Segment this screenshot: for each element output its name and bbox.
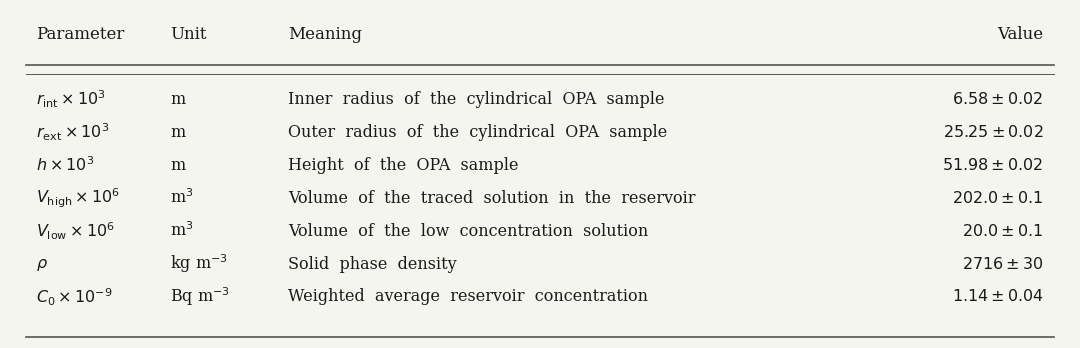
Text: $r_{\mathrm{int}} \times 10^{3}$: $r_{\mathrm{int}} \times 10^{3}$ [37,89,106,110]
Text: Solid  phase  density: Solid phase density [288,255,457,272]
Text: $2716 \pm 30$: $2716 \pm 30$ [962,255,1043,272]
Text: Inner  radius  of  the  cylindrical  OPA  sample: Inner radius of the cylindrical OPA samp… [288,91,664,108]
Text: Outer  radius  of  the  cylindrical  OPA  sample: Outer radius of the cylindrical OPA samp… [288,124,667,141]
Text: kg m$^{-3}$: kg m$^{-3}$ [171,253,228,275]
Text: Parameter: Parameter [37,26,124,43]
Text: m: m [171,91,186,108]
Text: m$^{3}$: m$^{3}$ [171,222,193,240]
Text: $6.58 \pm 0.02$: $6.58 \pm 0.02$ [953,91,1043,108]
Text: Value: Value [998,26,1043,43]
Text: $51.98 \pm 0.02$: $51.98 \pm 0.02$ [942,157,1043,174]
Text: $25.25 \pm 0.02$: $25.25 \pm 0.02$ [943,124,1043,141]
Text: m$^{3}$: m$^{3}$ [171,189,193,207]
Text: Volume  of  the  low  concentration  solution: Volume of the low concentration solution [288,223,648,239]
Text: $\rho$: $\rho$ [37,255,49,272]
Text: $1.14 \pm 0.04$: $1.14 \pm 0.04$ [951,288,1043,306]
Text: $V_{\mathrm{low}} \times 10^{6}$: $V_{\mathrm{low}} \times 10^{6}$ [37,220,116,242]
Text: m: m [171,157,186,174]
Text: $C_{0} \times 10^{-9}$: $C_{0} \times 10^{-9}$ [37,286,113,308]
Text: Height  of  the  OPA  sample: Height of the OPA sample [288,157,518,174]
Text: Bq m$^{-3}$: Bq m$^{-3}$ [171,286,230,308]
Text: Weighted  average  reservoir  concentration: Weighted average reservoir concentration [288,288,648,306]
Text: Volume  of  the  traced  solution  in  the  reservoir: Volume of the traced solution in the res… [288,190,696,207]
Text: $V_{\mathrm{high}} \times 10^{6}$: $V_{\mathrm{high}} \times 10^{6}$ [37,187,121,210]
Text: $20.0 \pm 0.1$: $20.0 \pm 0.1$ [962,223,1043,239]
Text: $h \times 10^{3}$: $h \times 10^{3}$ [37,156,95,174]
Text: $r_{\mathrm{ext}} \times 10^{3}$: $r_{\mathrm{ext}} \times 10^{3}$ [37,121,109,143]
Text: Unit: Unit [171,26,206,43]
Text: m: m [171,124,186,141]
Text: Meaning: Meaning [288,26,362,43]
Text: $202.0 \pm 0.1$: $202.0 \pm 0.1$ [953,190,1043,207]
